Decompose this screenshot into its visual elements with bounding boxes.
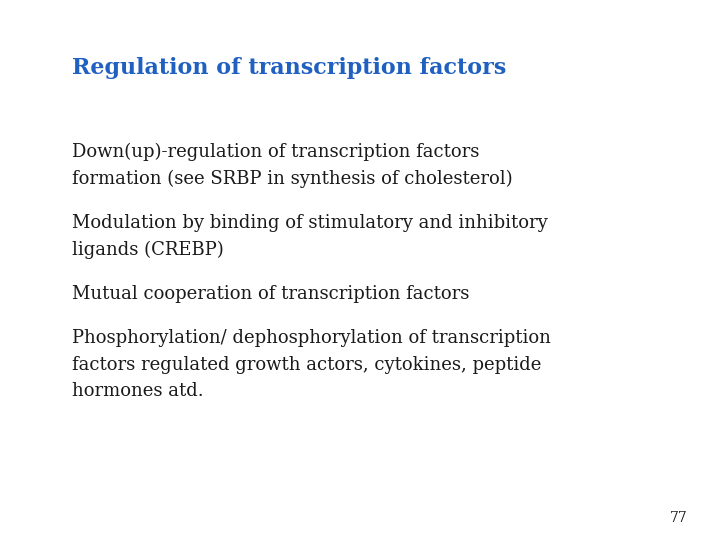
Text: Regulation of transcription factors: Regulation of transcription factors	[72, 57, 506, 79]
Text: Modulation by binding of stimulatory and inhibitory: Modulation by binding of stimulatory and…	[72, 214, 548, 232]
Text: formation (see SRBP in synthesis of cholesterol): formation (see SRBP in synthesis of chol…	[72, 170, 513, 188]
Text: hormones atd.: hormones atd.	[72, 382, 204, 400]
Text: factors regulated growth actors, cytokines, peptide: factors regulated growth actors, cytokin…	[72, 356, 541, 374]
Text: Mutual cooperation of transcription factors: Mutual cooperation of transcription fact…	[72, 285, 469, 303]
Text: ligands (CREBP): ligands (CREBP)	[72, 240, 224, 259]
Text: Down(up)-regulation of transcription factors: Down(up)-regulation of transcription fac…	[72, 143, 480, 161]
Text: Phosphorylation/ dephosphorylation of transcription: Phosphorylation/ dephosphorylation of tr…	[72, 329, 551, 347]
Text: 77: 77	[670, 511, 688, 525]
